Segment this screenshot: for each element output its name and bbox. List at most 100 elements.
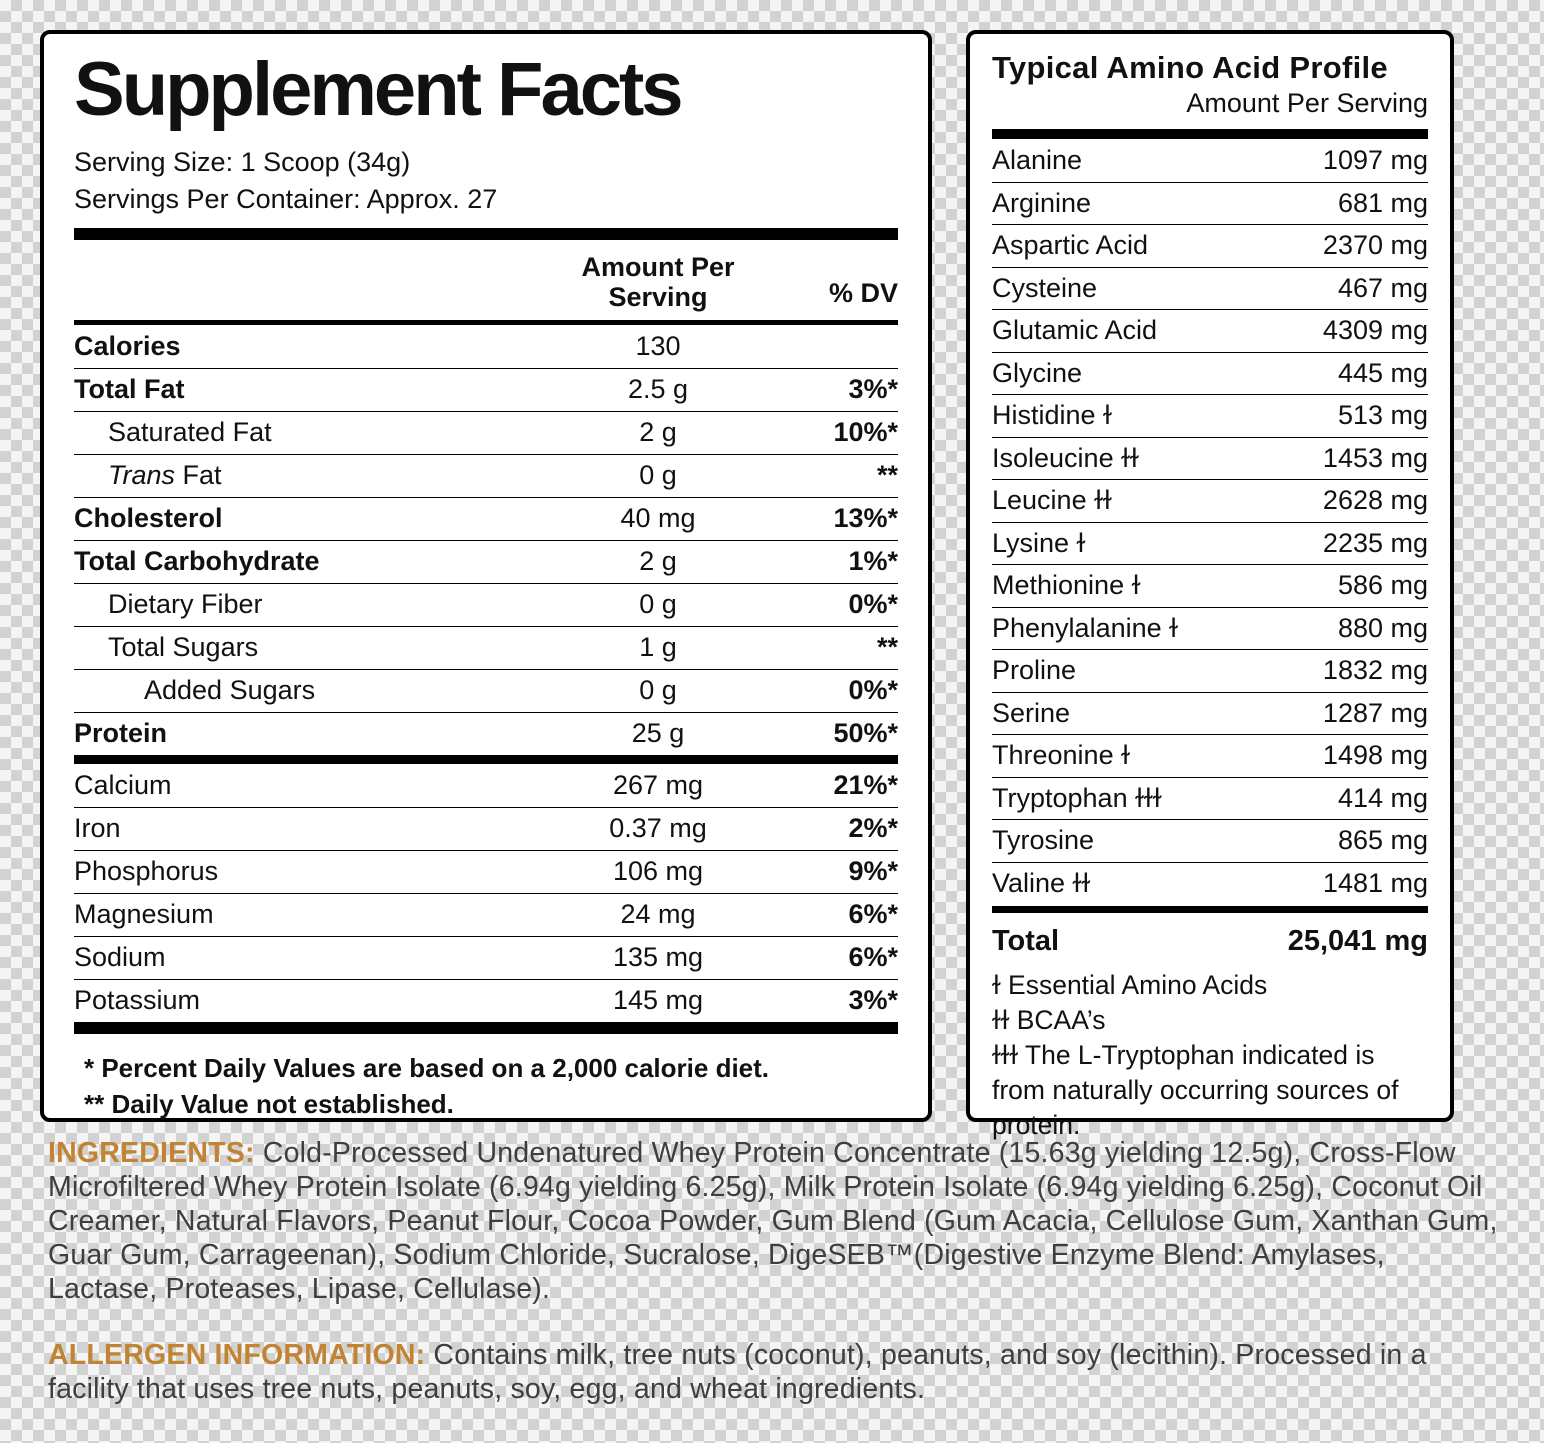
footnotes: * Percent Daily Values are based on a 2,… bbox=[74, 1050, 898, 1122]
nutrient-name: Total Sugars bbox=[108, 632, 259, 663]
amino-amount: 414 mg bbox=[1337, 782, 1428, 813]
amino-amount: 2235 mg bbox=[1322, 527, 1428, 558]
nutrient-row: Potassium 145 mg 3%* bbox=[74, 978, 898, 1022]
amino-name: Proline bbox=[992, 655, 1077, 686]
ingredients-paragraph: INGREDIENTS: Cold-Processed Undenatured … bbox=[48, 1136, 1498, 1306]
amino-name: Serine bbox=[992, 697, 1071, 728]
amino-amount: 586 mg bbox=[1337, 570, 1428, 601]
nutrient-row: Protein 25 g 50%* bbox=[74, 711, 898, 755]
amino-name: Aspartic Acid bbox=[992, 230, 1149, 261]
nutrient-amount: 2.5 g bbox=[627, 374, 689, 405]
nutrient-amount: 267 mg bbox=[612, 769, 704, 800]
amino-total-amount: 25,041 mg bbox=[1287, 925, 1428, 957]
amino-row: Lysine ɫ 2235 mg bbox=[992, 521, 1428, 565]
amino-name: Tyrosine bbox=[992, 825, 1095, 856]
nutrient-row: Added Sugars 0 g 0%* bbox=[74, 668, 898, 712]
nutrient-name: Cholesterol bbox=[74, 503, 223, 534]
nutrient-name: Total Carbohydrate bbox=[74, 546, 320, 577]
amino-name: Isoleucine ɫɫ bbox=[992, 442, 1139, 473]
amino-row: Phenylalanine ɫ 880 mg bbox=[992, 606, 1428, 650]
nutrient-name: Saturated Fat bbox=[108, 417, 272, 448]
amino-amount: 445 mg bbox=[1337, 357, 1428, 388]
amino-row: Glycine 445 mg bbox=[992, 351, 1428, 395]
nutrient-name: Iron bbox=[74, 813, 121, 844]
amino-row: Arginine 681 mg bbox=[992, 181, 1428, 225]
supplement-facts-panel: Supplement Facts Serving Size: 1 Scoop (… bbox=[40, 30, 932, 1122]
nutrient-rows: Calories 130 Total Fat 2.5 g 3%* Saturated Fa… bbox=[74, 325, 898, 1022]
amino-amount: 865 mg bbox=[1337, 825, 1428, 856]
nutrient-amount: 24 mg bbox=[620, 899, 696, 930]
nutrient-dv: 13%* bbox=[833, 503, 898, 534]
amino-name: Glutamic Acid bbox=[992, 315, 1158, 346]
serving-size: Serving Size: 1 Scoop (34g) bbox=[74, 146, 411, 177]
amino-amount: 513 mg bbox=[1337, 400, 1428, 431]
nutrient-row: Phosphorus 106 mg 9%* bbox=[74, 849, 898, 893]
allergen-paragraph: ALLERGEN INFORMATION: Contains milk, tre… bbox=[48, 1338, 1498, 1406]
nutrient-name: Added Sugars bbox=[144, 675, 316, 706]
nutrient-row: Saturated Fat 2 g 10%* bbox=[74, 410, 898, 454]
footnote-line: * Percent Daily Values are based on a 2,… bbox=[84, 1052, 770, 1083]
amino-acid-panel: Typical Amino Acid Profile Amount Per Se… bbox=[966, 30, 1454, 1140]
amino-name: Alanine bbox=[992, 144, 1083, 175]
amino-row: Tryptophan ɫɫɫ 414 mg bbox=[992, 776, 1428, 820]
nutrient-row: Iron 0.37 mg 2%* bbox=[74, 806, 898, 850]
nutrient-amount: 0.37 mg bbox=[609, 813, 707, 844]
divider-bar bbox=[74, 754, 898, 764]
amino-row: Histidine ɫ 513 mg bbox=[992, 394, 1428, 437]
nutrient-name: Trans Fat bbox=[108, 460, 222, 491]
bottom-text-block: INGREDIENTS: Cold-Processed Undenatured … bbox=[48, 1136, 1498, 1406]
nutrient-amount: 0 g bbox=[639, 460, 677, 491]
servings-per-container: Servings Per Container: Approx. 27 bbox=[74, 183, 498, 214]
amino-row: Methionine ɫ 586 mg bbox=[992, 564, 1428, 607]
nutrient-name: Calcium bbox=[74, 769, 172, 800]
nutrient-dv: 0%* bbox=[848, 589, 898, 620]
nutrient-name-italic: Trans bbox=[108, 460, 176, 491]
nutrient-name: Potassium bbox=[74, 985, 201, 1016]
amino-amount: 1097 mg bbox=[1322, 144, 1428, 175]
amino-legend: ɫ Essential Amino Acids ɫɫ BCAA’s ɫɫɫ The … bbox=[992, 968, 1428, 1143]
divider-bar bbox=[74, 227, 898, 240]
nutrient-dv: 6%* bbox=[848, 899, 898, 930]
supplement-facts-title: Supplement Facts bbox=[74, 47, 684, 132]
nutrient-dv: 3%* bbox=[848, 374, 898, 405]
nutrient-name: Dietary Fiber bbox=[108, 589, 263, 620]
footnote-line: ** Daily Value not established. bbox=[84, 1088, 454, 1119]
amino-profile-title: Typical Amino Acid Profile bbox=[992, 50, 1388, 85]
divider-bar bbox=[992, 129, 1428, 139]
nutrient-row: Trans Fat 0 g ** bbox=[74, 453, 898, 497]
nutrient-dv: 50%* bbox=[833, 718, 898, 749]
nutrient-dv: 9%* bbox=[848, 856, 898, 887]
amino-row: Leucine ɫɫ 2628 mg bbox=[992, 479, 1428, 522]
nutrient-name: Sodium bbox=[74, 942, 166, 973]
amino-name: Threonine ɫ bbox=[992, 740, 1130, 771]
nutrient-amount: 2 g bbox=[639, 417, 677, 448]
amino-name: Phenylalanine ɫ bbox=[992, 612, 1178, 643]
nutrient-row: Calcium 267 mg 21%* bbox=[74, 764, 898, 807]
ingredients-text: Cold-Processed Undenatured Whey Protein … bbox=[48, 1137, 1498, 1305]
amino-amount: 1287 mg bbox=[1322, 697, 1428, 728]
amino-amount: 2370 mg bbox=[1322, 230, 1428, 261]
nutrient-amount: 0 g bbox=[639, 675, 677, 706]
nutrient-dv: ** bbox=[876, 460, 898, 491]
nutrient-dv: 1%* bbox=[848, 546, 898, 577]
nutrient-amount: 40 mg bbox=[620, 503, 696, 534]
legend-line: ɫɫɫ The L-Tryptophan indicated is from n… bbox=[992, 1040, 1399, 1140]
amino-row: Threonine ɫ 1498 mg bbox=[992, 734, 1428, 777]
amino-row: Cysteine 467 mg bbox=[992, 266, 1428, 310]
nutrient-dv: 6%* bbox=[848, 942, 898, 973]
amount-per-serving-header: Amount Per Serving bbox=[581, 251, 735, 312]
nutrient-row: Sodium 135 mg 6%* bbox=[74, 935, 898, 979]
amino-row: Alanine 1097 mg bbox=[992, 139, 1428, 182]
divider-bar bbox=[992, 906, 1428, 913]
amino-amount: 1498 mg bbox=[1322, 740, 1428, 771]
amino-name: Arginine bbox=[992, 187, 1092, 218]
amino-amount: 1832 mg bbox=[1322, 655, 1428, 686]
nutrient-amount: 25 g bbox=[631, 718, 685, 749]
nutrient-dv: ** bbox=[876, 632, 898, 663]
nutrient-name: Protein bbox=[74, 718, 168, 749]
amino-amount: 2628 mg bbox=[1322, 485, 1428, 516]
nutrient-dv: 2%* bbox=[848, 813, 898, 844]
nutrient-amount: 130 bbox=[635, 330, 681, 361]
nutrient-name: Magnesium bbox=[74, 899, 214, 930]
amino-amount: 1453 mg bbox=[1322, 442, 1428, 473]
